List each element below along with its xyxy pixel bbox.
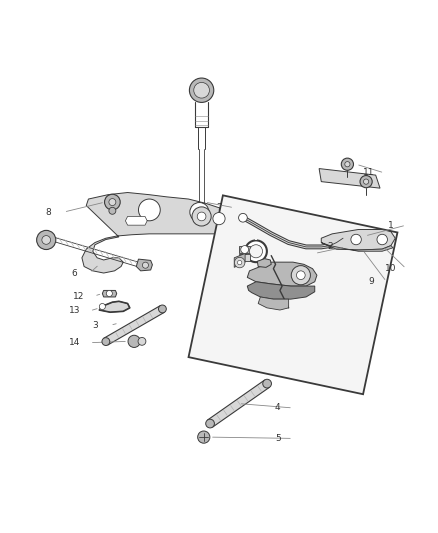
Polygon shape [240, 221, 247, 228]
Polygon shape [208, 380, 270, 427]
Text: 10: 10 [385, 264, 397, 273]
Polygon shape [319, 168, 380, 188]
Circle shape [245, 240, 267, 262]
Polygon shape [236, 230, 241, 236]
Polygon shape [136, 259, 152, 271]
Polygon shape [102, 290, 117, 297]
Circle shape [190, 203, 209, 222]
Polygon shape [99, 301, 130, 312]
Circle shape [99, 303, 106, 310]
Polygon shape [245, 214, 251, 221]
Polygon shape [240, 222, 246, 229]
Polygon shape [247, 262, 317, 286]
Circle shape [109, 207, 116, 214]
Circle shape [142, 262, 148, 268]
Ellipse shape [102, 338, 110, 345]
Circle shape [109, 199, 116, 206]
Circle shape [345, 161, 350, 167]
Circle shape [198, 431, 210, 443]
Circle shape [351, 235, 361, 245]
Circle shape [364, 179, 369, 184]
Ellipse shape [206, 419, 215, 428]
Polygon shape [188, 196, 397, 394]
Circle shape [241, 246, 249, 254]
Circle shape [105, 194, 120, 210]
Polygon shape [243, 219, 249, 224]
Circle shape [138, 337, 146, 345]
Text: 12: 12 [73, 292, 85, 301]
Polygon shape [243, 217, 249, 223]
Text: 9: 9 [368, 277, 374, 286]
Circle shape [37, 230, 56, 249]
Polygon shape [234, 232, 240, 238]
Circle shape [192, 207, 211, 226]
Text: 14: 14 [69, 338, 80, 347]
Text: 2: 2 [327, 243, 333, 252]
Polygon shape [234, 254, 245, 268]
Circle shape [297, 271, 305, 279]
Text: 11: 11 [364, 168, 375, 177]
Polygon shape [125, 216, 147, 225]
Polygon shape [242, 220, 248, 225]
Polygon shape [104, 305, 164, 345]
Circle shape [138, 199, 160, 221]
Polygon shape [258, 297, 289, 310]
Polygon shape [257, 259, 271, 268]
Polygon shape [244, 216, 250, 222]
Text: 7: 7 [216, 203, 222, 212]
Circle shape [239, 213, 247, 222]
Polygon shape [321, 243, 393, 251]
Polygon shape [321, 230, 395, 250]
Circle shape [197, 212, 206, 221]
Circle shape [291, 265, 311, 285]
Polygon shape [236, 229, 242, 235]
Polygon shape [239, 254, 251, 261]
Circle shape [213, 213, 225, 225]
Circle shape [194, 83, 209, 98]
Text: 3: 3 [92, 321, 98, 330]
Polygon shape [244, 215, 251, 222]
Circle shape [234, 257, 245, 268]
Ellipse shape [263, 379, 272, 388]
Text: 13: 13 [69, 306, 80, 316]
Circle shape [106, 290, 113, 296]
Polygon shape [235, 231, 241, 237]
Ellipse shape [159, 305, 166, 313]
Polygon shape [247, 282, 315, 299]
Text: 8: 8 [46, 207, 51, 216]
Circle shape [189, 78, 214, 102]
Circle shape [237, 261, 242, 265]
Polygon shape [237, 228, 243, 234]
Circle shape [360, 175, 372, 188]
Circle shape [341, 158, 353, 171]
Polygon shape [241, 220, 247, 227]
Text: 6: 6 [72, 269, 78, 278]
Polygon shape [255, 234, 257, 239]
Text: 1: 1 [388, 221, 394, 230]
Text: 5: 5 [275, 434, 281, 443]
Circle shape [128, 335, 140, 348]
Polygon shape [239, 223, 245, 230]
Polygon shape [239, 224, 245, 231]
Text: 4: 4 [275, 403, 281, 413]
Polygon shape [239, 246, 251, 254]
Polygon shape [238, 225, 244, 232]
Circle shape [42, 236, 50, 244]
Circle shape [377, 235, 388, 245]
Circle shape [250, 245, 262, 258]
Polygon shape [82, 192, 243, 273]
Polygon shape [237, 227, 244, 233]
